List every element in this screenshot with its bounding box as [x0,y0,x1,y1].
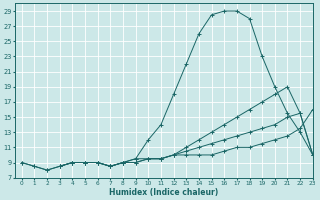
X-axis label: Humidex (Indice chaleur): Humidex (Indice chaleur) [109,188,219,197]
